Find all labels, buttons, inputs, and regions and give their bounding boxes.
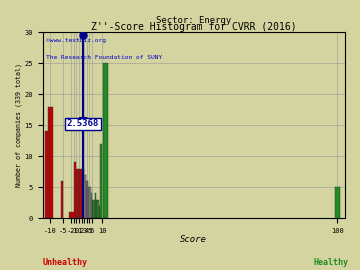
Bar: [103, 63, 108, 218]
Bar: [61, 181, 63, 218]
Bar: [99, 206, 100, 218]
Bar: [79, 168, 80, 218]
Bar: [95, 193, 96, 218]
Bar: [80, 168, 82, 218]
Bar: [93, 200, 95, 218]
Bar: [86, 181, 87, 218]
Bar: [84, 175, 86, 218]
Text: The Research Foundation of SUNY: The Research Foundation of SUNY: [45, 55, 162, 60]
Bar: [92, 200, 93, 218]
Bar: [69, 212, 71, 218]
Bar: [91, 193, 92, 218]
Bar: [78, 168, 79, 218]
Bar: [82, 168, 83, 218]
Title: Z''-Score Histogram for CVRR (2016): Z''-Score Histogram for CVRR (2016): [91, 22, 297, 32]
Bar: [97, 200, 99, 218]
Bar: [50, 107, 53, 218]
Text: 2.5368: 2.5368: [67, 119, 99, 129]
Bar: [45, 131, 48, 218]
Bar: [74, 162, 76, 218]
Bar: [71, 212, 74, 218]
Bar: [83, 168, 84, 218]
Text: Sector: Energy: Sector: Energy: [156, 16, 231, 25]
Text: Healthy: Healthy: [314, 258, 349, 267]
Text: ©www.textbiz.org: ©www.textbiz.org: [45, 38, 105, 43]
Bar: [87, 181, 88, 218]
Bar: [88, 187, 89, 218]
Bar: [48, 107, 50, 218]
Bar: [89, 187, 91, 218]
Bar: [76, 168, 78, 218]
Bar: [100, 144, 103, 218]
X-axis label: Score: Score: [180, 235, 207, 244]
Bar: [96, 200, 97, 218]
Text: Unhealthy: Unhealthy: [42, 258, 87, 267]
Bar: [335, 187, 340, 218]
Y-axis label: Number of companies (339 total): Number of companies (339 total): [15, 63, 22, 187]
